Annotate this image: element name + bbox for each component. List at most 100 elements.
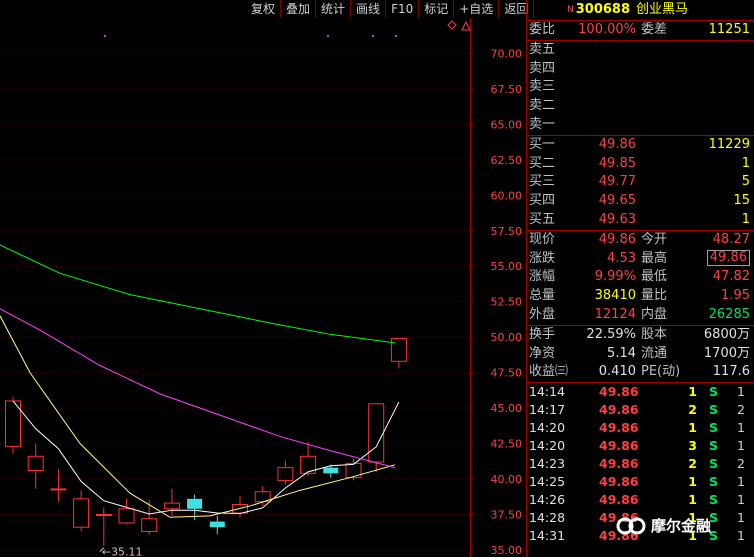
toolbar-button-5[interactable]: 标记 — [419, 0, 455, 18]
buy-level-volume: 11229 — [708, 136, 750, 152]
candle-body — [73, 498, 90, 528]
buy-level-4[interactable]: 买四 49.65 15 — [527, 192, 754, 211]
stat-row: 总量 38410 量比 1.95 — [527, 287, 754, 306]
tick-count: 1 — [737, 420, 745, 436]
tick-side: S — [709, 384, 719, 400]
stat-row: 涨幅 9.99% 最低 47.82 — [527, 268, 754, 287]
candle-body — [368, 403, 385, 463]
tick-volume: 1 — [688, 384, 697, 400]
stat-value: 38410 — [594, 288, 636, 304]
tick-row[interactable]: 14:26 49.86 1 S 1 — [527, 491, 754, 509]
stat-label: 外盘 — [529, 306, 556, 322]
candle-body — [163, 502, 180, 510]
stat-label: 量比 — [641, 288, 668, 304]
tick-count: 1 — [737, 474, 745, 490]
sell-level-2[interactable]: 卖二 — [527, 97, 754, 116]
buy-level-volume: 1 — [741, 211, 750, 227]
tick-time: 14:14 — [529, 384, 566, 400]
buy-level-price: 49.77 — [598, 174, 636, 190]
stat-label: PE(动) — [641, 364, 681, 380]
tick-side: S — [709, 510, 719, 526]
tick-row[interactable]: 14:20 49.86 3 S 1 — [527, 437, 754, 455]
stat-row: 现价 49.86 今开 48.27 — [527, 231, 754, 250]
chart-toolbar: 复权 叠加 统计 画线 F10 标记 +自选 返回 — [246, 0, 535, 18]
buy-level-volume: 5 — [741, 174, 750, 190]
candle-body — [390, 338, 407, 362]
y-tick-label: 60.00 — [491, 189, 523, 202]
buy-level-label: 买四 — [529, 193, 556, 209]
ma-line-long — [0, 308, 396, 469]
buy-level-2[interactable]: 买二 49.85 1 — [527, 155, 754, 174]
buy-level-5[interactable]: 买五 49.63 1 — [527, 211, 754, 230]
tick-price: 49.86 — [599, 492, 639, 508]
y-tick-label: 67.50 — [491, 83, 523, 96]
tick-volume: 1 — [688, 510, 697, 526]
sell-level-1[interactable]: 卖一 — [527, 116, 754, 135]
toolbar-button-1[interactable]: 叠加 — [281, 0, 317, 18]
sell-level-5[interactable]: 卖五 — [527, 41, 754, 60]
sell-level-3[interactable]: 卖三 — [527, 78, 754, 97]
y-tick-label: 42.50 — [491, 438, 523, 451]
stat-label: 总量 — [529, 288, 556, 304]
y-tick-label: 62.50 — [491, 154, 523, 167]
stat-value: 0.410 — [598, 364, 636, 380]
tick-list[interactable]: 14:14 49.86 1 S 1 14:17 49.86 2 S 2 14:20 49.86 1 S 1 1… — [527, 383, 754, 545]
sell-level-label: 卖二 — [529, 98, 556, 114]
tick-row[interactable]: 14:17 49.86 2 S 2 — [527, 401, 754, 419]
buy-level-1[interactable]: 买一 49.86 11229 — [527, 136, 754, 155]
tick-price: 49.86 — [599, 438, 639, 454]
stat-label: 今开 — [641, 231, 668, 247]
buy-level-label: 买一 — [529, 136, 556, 152]
commission-ratio-label: 委比 — [529, 22, 556, 37]
tick-time: 14:26 — [529, 492, 566, 508]
toolbar-button-3[interactable]: 画线 — [351, 0, 387, 18]
tick-time: 14:17 — [529, 402, 566, 418]
stat-label: 最低 — [641, 269, 668, 285]
stat-label: 净资 — [529, 345, 556, 361]
kline-chart[interactable]: 70.00 67.50 65.00 62.50 60.00 57.50 55.00 52.50… — [0, 18, 526, 557]
stat-value: 47.82 — [712, 269, 750, 285]
sell-order-book: 卖五 卖四 卖三 卖二卖一 — [527, 41, 754, 136]
buy-level-price: 49.65 — [598, 193, 636, 209]
candle-body — [141, 518, 158, 532]
tick-price: 49.86 — [599, 384, 639, 400]
candle-body — [95, 513, 112, 516]
y-tick-label: 35.00 — [491, 544, 523, 557]
stat-value: 26285 — [708, 306, 750, 322]
stat-value: 49.86 — [598, 231, 636, 247]
sell-level-4[interactable]: 卖四 — [527, 60, 754, 79]
toolbar-button-0[interactable]: 复权 — [246, 0, 282, 18]
toolbar-button-4[interactable]: F10 — [386, 0, 420, 18]
diamond-icon — [447, 20, 457, 30]
tick-time: 14:23 — [529, 456, 566, 472]
price-stats: 现价 49.86 今开 48.27 涨跌 4.53 最高 49.86 涨幅 9.99% 最低 47.8… — [527, 231, 754, 326]
tick-row[interactable]: 14:14 49.86 1 S 1 — [527, 383, 754, 401]
buy-level-3[interactable]: 买三 49.77 5 — [527, 173, 754, 192]
stock-name[interactable]: 创业黑马 — [636, 2, 689, 17]
y-tick-label: 70.00 — [491, 47, 523, 60]
tick-row[interactable]: 14:20 49.86 1 S 1 — [527, 419, 754, 437]
candle-body — [27, 455, 44, 471]
toolbar-button-2[interactable]: 统计 — [316, 0, 352, 18]
triangle-icon — [461, 20, 471, 31]
y-tick-label: 47.50 — [491, 367, 523, 380]
toolbar-button-7[interactable]: 返回 — [499, 0, 535, 18]
tick-row[interactable]: 14:25 49.86 1 S 1 — [527, 473, 754, 491]
toolbar-button-6[interactable]: +自选 — [454, 0, 500, 18]
y-tick-label: 45.00 — [491, 402, 523, 415]
candle-body — [345, 462, 362, 479]
commission-diff-value: 11251 — [708, 22, 750, 37]
stock-code[interactable]: 300688 — [575, 2, 631, 17]
candle-body — [209, 521, 225, 528]
stat-row: 收益㈢ 0.410 PE(动) 117.6 — [527, 363, 754, 382]
tick-row[interactable]: 14:23 49.86 2 S 2 — [527, 455, 754, 473]
logo-text: 摩尔金融 — [651, 517, 712, 535]
stat-value: 5.14 — [607, 345, 636, 361]
commission-diff-label: 委差 — [641, 22, 668, 37]
buy-level-label: 买三 — [529, 174, 556, 190]
buy-level-price: 49.86 — [598, 136, 636, 152]
tick-count: 2 — [737, 456, 745, 472]
tick-side: S — [709, 474, 719, 490]
ma-line-extra — [0, 244, 396, 344]
tick-side: S — [709, 420, 719, 436]
